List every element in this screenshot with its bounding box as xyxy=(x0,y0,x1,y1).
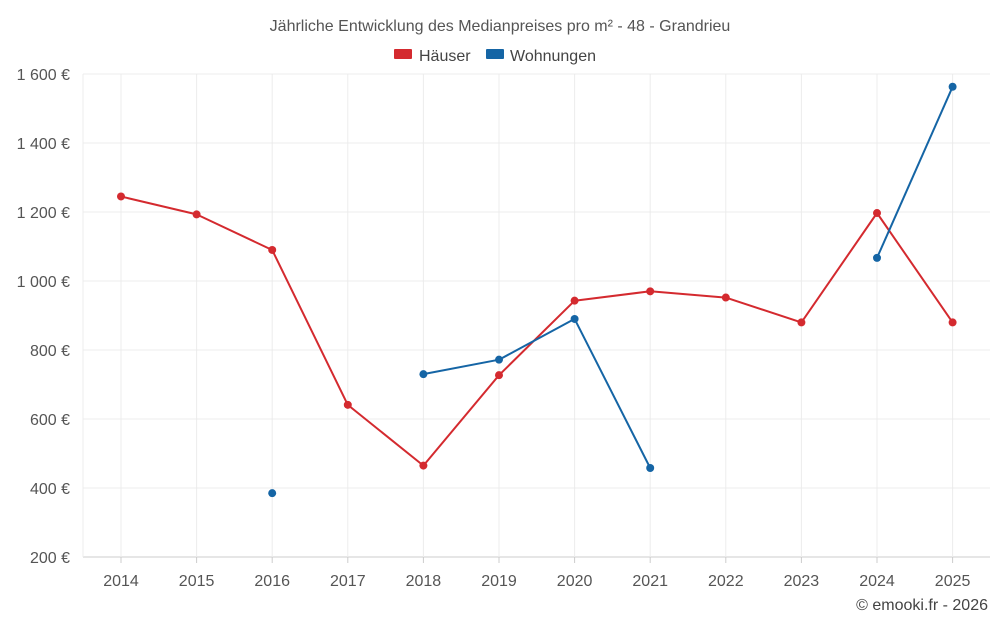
data-point[interactable] xyxy=(873,209,881,218)
x-tick-label: 2021 xyxy=(632,573,668,590)
legend-swatch xyxy=(394,49,412,59)
series-haeuser xyxy=(117,192,957,470)
data-point[interactable] xyxy=(948,82,957,91)
data-point[interactable] xyxy=(117,192,125,201)
x-tick-label: 2018 xyxy=(406,573,442,590)
data-point[interactable] xyxy=(948,318,957,327)
x-tick-label: 2015 xyxy=(179,573,215,590)
series-line xyxy=(876,86,954,259)
data-point[interactable] xyxy=(268,245,277,254)
data-point[interactable] xyxy=(192,210,201,219)
legend-label[interactable]: Wohnungen xyxy=(510,48,596,65)
data-point[interactable] xyxy=(495,371,503,380)
data-point[interactable] xyxy=(721,293,730,302)
x-tick-label: 2023 xyxy=(784,573,820,590)
y-tick-label: 1 600 € xyxy=(17,67,70,84)
footer-credit: © emooki.fr - 2026 xyxy=(856,597,988,614)
series-layer xyxy=(117,82,957,498)
x-tick-label: 2019 xyxy=(481,573,517,590)
y-tick-label: 200 € xyxy=(30,550,70,567)
data-point[interactable] xyxy=(343,400,352,409)
x-tick-label: 2022 xyxy=(708,573,744,590)
y-tick-label: 800 € xyxy=(30,343,70,360)
legend: Häuser Wohnungen xyxy=(394,48,596,65)
data-point[interactable] xyxy=(646,287,655,296)
x-tick-label: 2025 xyxy=(935,573,971,590)
series-line xyxy=(423,317,652,469)
grid xyxy=(82,73,990,558)
data-point[interactable] xyxy=(570,296,579,305)
data-point[interactable] xyxy=(797,318,806,327)
data-point[interactable] xyxy=(419,461,428,470)
y-tick-label: 1 000 € xyxy=(17,274,70,291)
legend-swatch xyxy=(486,49,504,59)
y-axis: 200 € 400 € 600 € 800 € 1 000 € 1 200 € 1 400 … xyxy=(17,67,70,567)
data-point[interactable] xyxy=(570,314,579,323)
y-tick-label: 1 200 € xyxy=(17,205,70,222)
x-tick-label: 2014 xyxy=(103,573,139,590)
data-point[interactable] xyxy=(873,253,881,262)
y-tick-label: 400 € xyxy=(30,481,70,498)
chart-title: Jährliche Entwicklung des Medianpreises … xyxy=(270,18,731,35)
data-point[interactable] xyxy=(419,370,428,379)
y-tick-label: 600 € xyxy=(30,412,70,429)
x-tick-label: 2020 xyxy=(557,573,593,590)
x-tick-label: 2024 xyxy=(859,573,895,590)
series-line xyxy=(120,195,954,467)
x-tick-label: 2016 xyxy=(254,573,290,590)
series-wohnungen xyxy=(268,82,957,498)
data-point[interactable] xyxy=(495,355,503,364)
data-point[interactable] xyxy=(646,463,655,472)
data-point[interactable] xyxy=(268,489,277,498)
x-tick-label: 2017 xyxy=(330,573,366,590)
y-tick-label: 1 400 € xyxy=(17,136,70,153)
x-axis: 2014 2015 2016 2017 2018 2019 2020 2021 2022 2023… xyxy=(103,557,970,590)
legend-label[interactable]: Häuser xyxy=(419,48,471,65)
